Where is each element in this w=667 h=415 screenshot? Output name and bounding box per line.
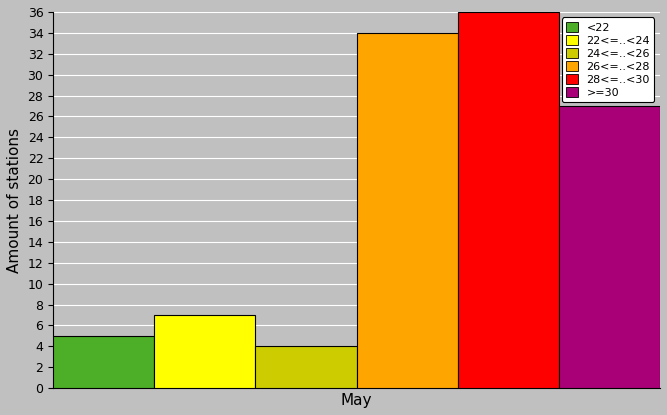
- Bar: [458, 12, 559, 388]
- Bar: [255, 347, 357, 388]
- Legend: <22, 22<=..<24, 24<=..<26, 26<=..<28, 28<=..<30, >=30: <22, 22<=..<24, 24<=..<26, 26<=..<28, 28…: [562, 17, 654, 102]
- Bar: [559, 106, 660, 388]
- Bar: [357, 33, 458, 388]
- Y-axis label: Amount of stations: Amount of stations: [7, 127, 22, 273]
- Bar: [154, 315, 255, 388]
- Bar: [53, 336, 154, 388]
